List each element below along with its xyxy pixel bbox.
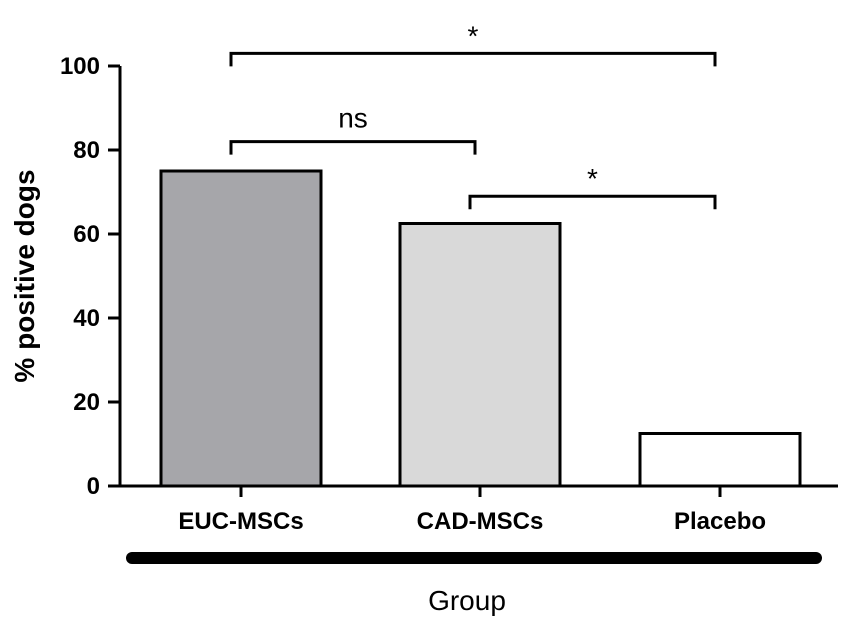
y-ticks-group: 0 20 40 60 80 100 <box>60 53 120 500</box>
y-axis-label: % positive dogs <box>9 169 40 382</box>
significance-label: * <box>587 163 598 194</box>
y-tick-label: 100 <box>60 53 100 80</box>
significance-label: ns <box>338 103 368 134</box>
significance-bracket <box>229 51 717 67</box>
significance-brackets: * ns * <box>229 20 717 210</box>
x-axis-label: Group <box>428 585 506 616</box>
y-tick-label: 20 <box>73 389 100 416</box>
x-tick-label: CAD-MSCs <box>417 508 544 535</box>
significance-bracket <box>229 140 477 155</box>
significance-bracket <box>468 194 717 210</box>
bars-group <box>159 169 802 488</box>
bar-placebo <box>638 432 802 488</box>
group-bar-underline <box>126 552 822 564</box>
bar-cad-mscs <box>398 222 562 488</box>
y-tick-label: 80 <box>73 137 100 164</box>
y-tick-label: 0 <box>87 473 100 500</box>
significance-label: * <box>468 20 479 51</box>
x-ticks-group: EUC-MSCs CAD-MSCs Placebo <box>178 486 766 535</box>
bar-euc-mscs <box>159 169 323 488</box>
y-tick-label: 60 <box>73 221 100 248</box>
x-tick-label: EUC-MSCs <box>178 508 303 535</box>
x-tick-label: Placebo <box>674 508 766 535</box>
y-tick-label: 40 <box>73 305 100 332</box>
